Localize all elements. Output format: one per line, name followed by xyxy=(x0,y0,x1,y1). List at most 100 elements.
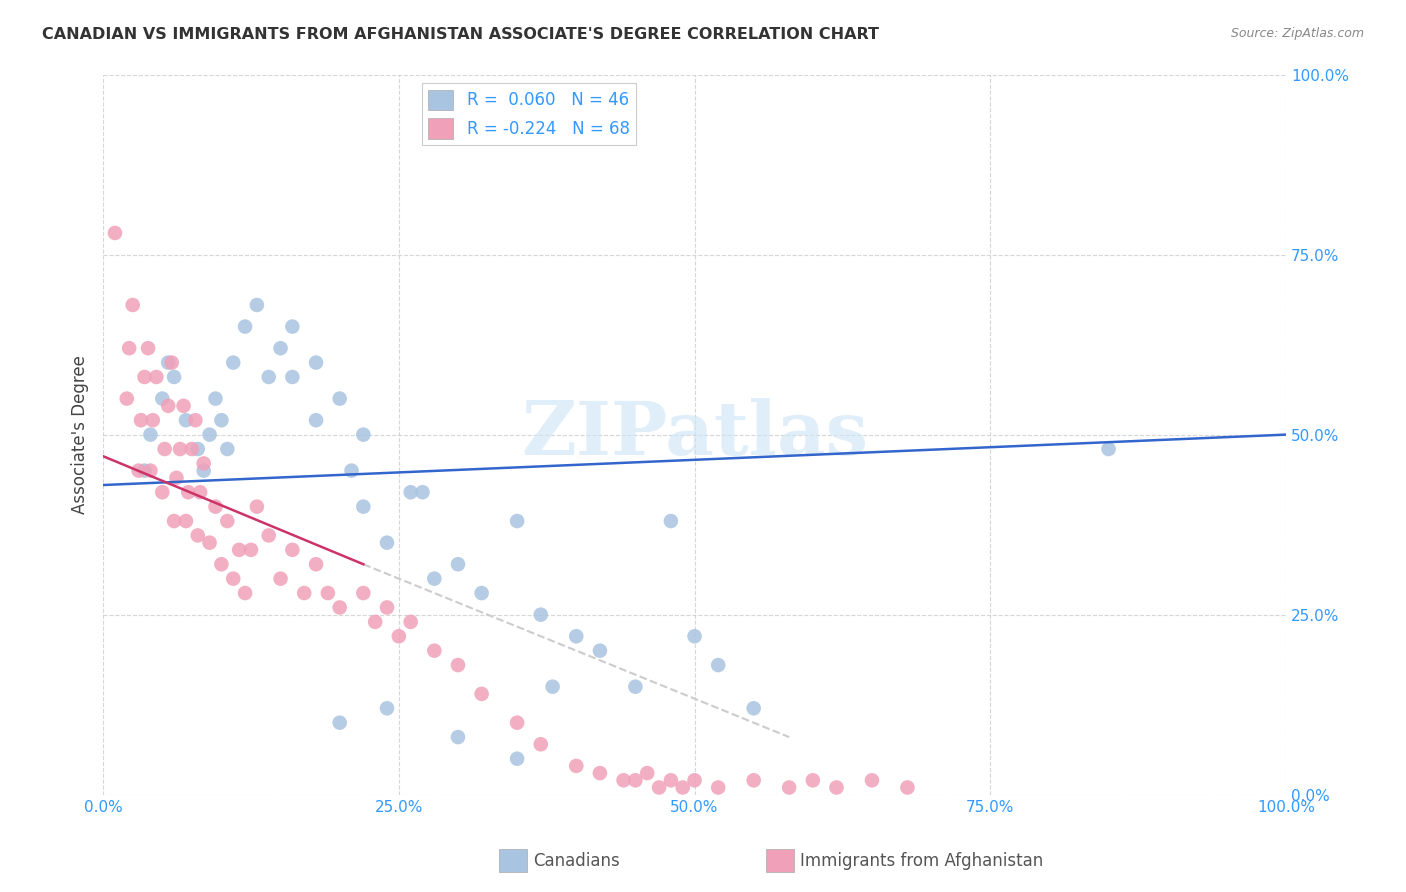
Point xyxy=(233,586,256,600)
Point xyxy=(136,341,159,355)
Point xyxy=(129,413,152,427)
Point xyxy=(160,355,183,369)
Point xyxy=(305,413,328,427)
Point xyxy=(157,399,180,413)
Point xyxy=(270,341,292,355)
Text: Canadians: Canadians xyxy=(533,852,620,870)
Point xyxy=(388,629,411,643)
Point xyxy=(624,773,647,788)
Point xyxy=(115,392,138,406)
Point xyxy=(305,355,328,369)
Point xyxy=(506,514,529,528)
Point xyxy=(447,658,470,673)
Point xyxy=(352,427,374,442)
Point xyxy=(742,773,765,788)
Point xyxy=(375,535,398,549)
Point xyxy=(198,535,221,549)
Point xyxy=(707,780,730,795)
Point xyxy=(364,615,387,629)
Point xyxy=(180,442,202,456)
Point xyxy=(246,500,269,514)
Point xyxy=(217,442,239,456)
Point xyxy=(187,442,209,456)
Point xyxy=(565,759,588,773)
Point xyxy=(222,572,245,586)
Point xyxy=(305,558,328,572)
Point xyxy=(375,701,398,715)
Point xyxy=(589,766,612,780)
Point xyxy=(352,500,374,514)
Point xyxy=(896,780,918,795)
Point xyxy=(316,586,339,600)
Point xyxy=(128,464,150,478)
Point xyxy=(672,780,695,795)
Point xyxy=(541,680,564,694)
Point xyxy=(683,773,706,788)
Point xyxy=(153,442,176,456)
Point xyxy=(471,586,494,600)
Point xyxy=(139,464,162,478)
Point xyxy=(1097,442,1119,456)
Point xyxy=(281,319,304,334)
Point xyxy=(157,355,180,369)
Point xyxy=(166,471,188,485)
Point xyxy=(209,558,232,572)
Point xyxy=(121,298,143,312)
Y-axis label: Associate's Degree: Associate's Degree xyxy=(72,355,89,514)
Point xyxy=(150,392,173,406)
Text: Immigrants from Afghanistan: Immigrants from Afghanistan xyxy=(800,852,1043,870)
Point xyxy=(399,485,422,500)
Point xyxy=(659,514,682,528)
Point xyxy=(329,392,352,406)
Point xyxy=(399,615,422,629)
Point xyxy=(198,427,221,442)
Point xyxy=(139,427,162,442)
Point xyxy=(173,399,195,413)
Point xyxy=(707,658,730,673)
Text: Source: ZipAtlas.com: Source: ZipAtlas.com xyxy=(1230,27,1364,40)
Point xyxy=(134,370,156,384)
Point xyxy=(778,780,800,795)
Point xyxy=(423,572,446,586)
Point xyxy=(825,780,848,795)
Point xyxy=(142,413,165,427)
Point xyxy=(163,514,186,528)
Point xyxy=(329,715,352,730)
Point xyxy=(423,643,446,657)
Point xyxy=(375,600,398,615)
Point xyxy=(659,773,682,788)
Point xyxy=(204,500,226,514)
Point xyxy=(683,629,706,643)
Point xyxy=(742,701,765,715)
Point xyxy=(648,780,671,795)
Point xyxy=(447,558,470,572)
Point xyxy=(184,413,207,427)
Point xyxy=(292,586,315,600)
Point xyxy=(174,514,197,528)
Point xyxy=(246,298,269,312)
Point xyxy=(352,586,374,600)
Point xyxy=(209,413,232,427)
Text: ZIPatlas: ZIPatlas xyxy=(522,398,868,471)
Point xyxy=(860,773,883,788)
Point xyxy=(150,485,173,500)
Point xyxy=(222,355,245,369)
Point xyxy=(565,629,588,643)
Point xyxy=(506,752,529,766)
Point xyxy=(589,643,612,657)
Point xyxy=(134,464,156,478)
Point xyxy=(169,442,191,456)
Point xyxy=(257,370,280,384)
Point xyxy=(177,485,200,500)
Text: CANADIAN VS IMMIGRANTS FROM AFGHANISTAN ASSOCIATE'S DEGREE CORRELATION CHART: CANADIAN VS IMMIGRANTS FROM AFGHANISTAN … xyxy=(42,27,879,42)
Point xyxy=(118,341,141,355)
Point xyxy=(217,514,239,528)
Point xyxy=(187,528,209,542)
Point xyxy=(801,773,824,788)
Point xyxy=(193,457,215,471)
Point xyxy=(228,542,250,557)
Legend: R =  0.060   N = 46, R = -0.224   N = 68: R = 0.060 N = 46, R = -0.224 N = 68 xyxy=(422,83,637,145)
Point xyxy=(204,392,226,406)
Point xyxy=(193,464,215,478)
Point xyxy=(411,485,433,500)
